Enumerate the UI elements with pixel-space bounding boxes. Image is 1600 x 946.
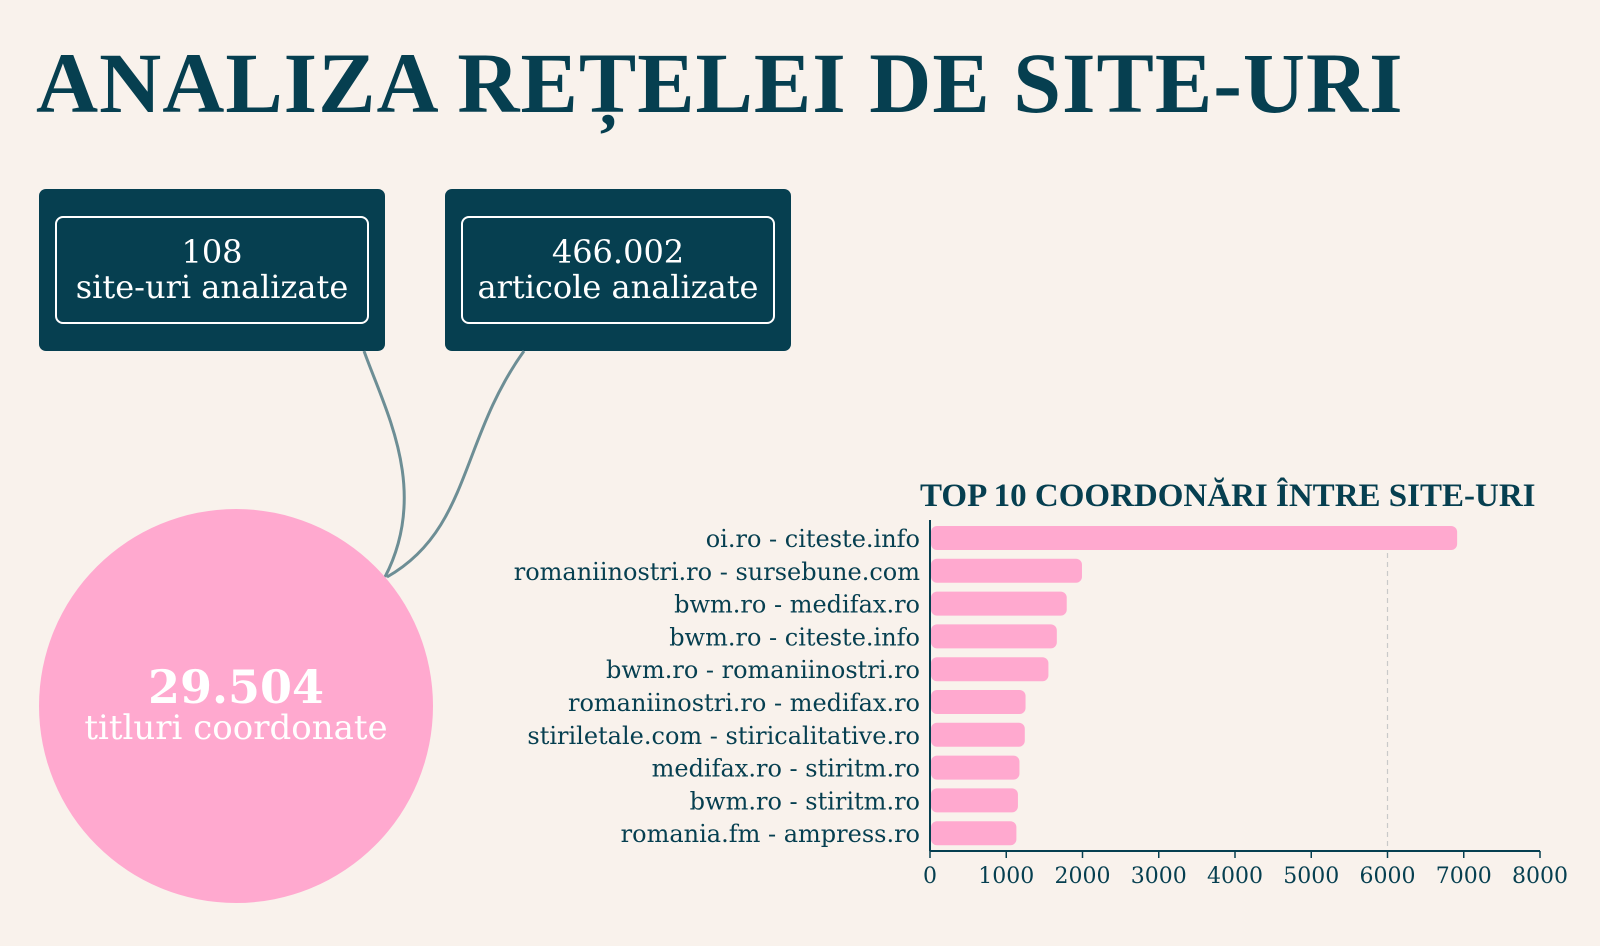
category-label: stiriletale.com - stiricalitative.ro — [527, 722, 920, 750]
bar — [931, 558, 1082, 583]
sites-label: site-uri analizate — [75, 268, 349, 306]
category-label: bwm.ro - stiritm.ro — [690, 787, 920, 815]
coordinated-label: titluri coordonate — [84, 708, 388, 748]
category-label: bwm.ro - citeste.info — [669, 623, 920, 651]
connector-articles — [386, 350, 526, 579]
category-label: romania.fm - ampress.ro — [621, 820, 920, 848]
category-label: bwm.ro - medifax.ro — [674, 591, 920, 619]
bar — [931, 821, 1017, 846]
bar — [931, 657, 1049, 682]
category-label: medifax.ro - stiritm.ro — [652, 755, 920, 783]
x-tick-label: 3000 — [1131, 864, 1187, 889]
category-label: oi.ro - citeste.info — [706, 525, 920, 553]
sites-count: 108 — [181, 233, 243, 271]
x-tick-label: 2000 — [1055, 864, 1111, 889]
x-tick-label: 8000 — [1512, 864, 1568, 889]
articles-count: 466.002 — [551, 233, 685, 271]
articles-stat-inner: 466.002 articole analizate — [461, 216, 775, 324]
coordinated-count: 29.504 — [147, 660, 325, 714]
category-label: romaniinostri.ro - sursebune.com — [514, 558, 920, 586]
x-tick-label: 7000 — [1436, 864, 1492, 889]
bar — [931, 624, 1057, 649]
articles-label: articole analizate — [477, 268, 759, 306]
sites-stat-inner: 108 site-uri analizate — [55, 216, 369, 324]
x-tick-label: 0 — [923, 864, 937, 889]
category-label: romaniinostri.ro - medifax.ro — [568, 689, 920, 717]
x-tick-label: 5000 — [1283, 864, 1339, 889]
x-tick-label: 1000 — [978, 864, 1034, 889]
bar — [931, 788, 1018, 813]
page-title: ANALIZA REȚELEI DE SITE-URI — [36, 35, 1404, 131]
coordinated-circle: 29.504 titluri coordonate — [39, 509, 433, 903]
connector-sites — [362, 350, 406, 578]
bar — [931, 722, 1025, 747]
chart-title: TOP 10 COORDONĂRI ÎNTRE SITE-URI — [920, 478, 1536, 514]
articles-stat-box: 466.002 articole analizate — [445, 189, 791, 351]
x-tick-label: 6000 — [1360, 864, 1416, 889]
category-label: bwm.ro - romaniinostri.ro — [606, 656, 920, 684]
x-tick-label: 4000 — [1207, 864, 1263, 889]
bar — [931, 526, 1458, 550]
sites-stat-box: 108 site-uri analizate — [39, 189, 385, 351]
bar — [931, 591, 1067, 616]
bar — [931, 755, 1020, 780]
bar — [931, 690, 1026, 714]
